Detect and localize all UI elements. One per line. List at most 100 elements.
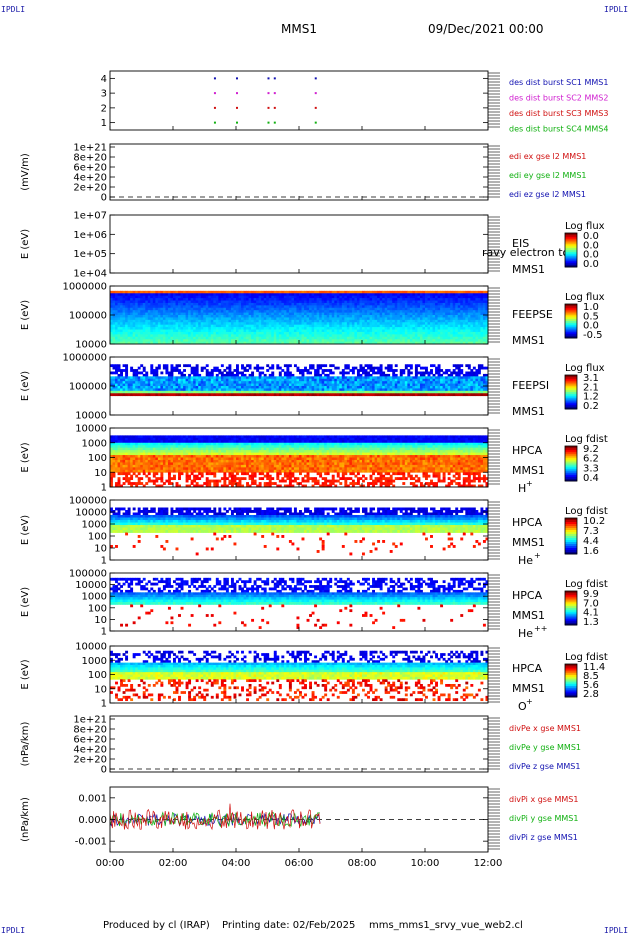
feepsi-cell [118, 388, 121, 391]
feepsi-cell [150, 391, 153, 394]
feepse-cell [173, 322, 176, 325]
feepse-cell [375, 339, 378, 342]
feepse-cell [150, 315, 153, 318]
feepsi-cell [354, 367, 357, 370]
feepse-cell [138, 308, 141, 311]
feepse-cell [269, 332, 272, 335]
feepse-cell [226, 301, 229, 304]
feepse-cell [302, 293, 305, 296]
feepse-cell [208, 308, 211, 311]
feepse-cell [153, 322, 156, 325]
feepse-cell [400, 325, 403, 328]
feepse-cell [269, 313, 272, 316]
feepse-cell [339, 313, 342, 316]
feepse-cell [324, 322, 327, 325]
feepse-cell [236, 317, 239, 320]
burst-burst-mark [214, 77, 216, 79]
feepse-cell [420, 315, 423, 318]
feepsi-cell [203, 384, 206, 387]
feepse-cell [170, 315, 173, 318]
feepsi-cell [410, 367, 413, 370]
feepse-cell [191, 298, 194, 301]
feepse-cell [140, 337, 143, 340]
feepsi-cell [133, 388, 136, 391]
feepsi-cell [186, 379, 189, 382]
feepsi-cell [115, 384, 118, 387]
feepse-cell [304, 322, 307, 325]
feepsi-cell [158, 381, 161, 384]
feepse-cell [347, 320, 350, 323]
feepse-cell [354, 325, 357, 328]
feepse-cell [115, 305, 118, 308]
feepse-cell [143, 317, 146, 320]
feepse-cell [158, 293, 161, 296]
feepsi-cell [397, 381, 400, 384]
feepse-cell [309, 296, 312, 299]
feepsi-cell [375, 386, 378, 389]
feepsi-cell [289, 388, 292, 391]
feepsi-cell [249, 393, 252, 396]
feepse-cell [354, 334, 357, 337]
feepse-cell [365, 313, 368, 316]
feepse-cell [259, 330, 262, 333]
feepse-cell [302, 337, 305, 340]
feepsi-cell [362, 369, 365, 372]
feepse-cell [397, 317, 400, 320]
feepse-cell [128, 308, 131, 311]
feepse-cell [312, 332, 315, 335]
feepse-cell [183, 291, 186, 294]
feepse-cell [163, 334, 166, 337]
feepsi-cell [228, 393, 231, 396]
feepse-cell [362, 310, 365, 313]
feepsi-cell [236, 376, 239, 379]
feepsi-cell [115, 372, 118, 375]
feepse-cell [274, 308, 277, 311]
feepsi-cell [254, 386, 257, 389]
feepsi-cell [160, 381, 163, 384]
feepse-cell [332, 334, 335, 337]
feepsi-cell [228, 364, 231, 367]
feepse-cell [417, 296, 420, 299]
feepse-cell [362, 327, 365, 330]
feepsi-cell [135, 381, 138, 384]
feepsi-cell [448, 376, 451, 379]
feepse-cell [266, 327, 269, 330]
feepse-cell [480, 332, 483, 335]
feepse-cell [115, 337, 118, 340]
feepse-cell [201, 305, 204, 308]
feepse-cell [450, 298, 453, 301]
feepse-cell [410, 330, 413, 333]
feepsi-cell [407, 384, 410, 387]
feepse-cell [163, 330, 166, 333]
feepse-cell [218, 334, 221, 337]
feepse-cell [410, 317, 413, 320]
feepse-cell [188, 296, 191, 299]
feepse-cell [206, 298, 209, 301]
feepse-cell [385, 293, 388, 296]
feepse-cell [324, 334, 327, 337]
feepse-cell [178, 322, 181, 325]
feepse-cell [264, 317, 267, 320]
feepsi-cell [251, 376, 254, 379]
feepse-cell [324, 291, 327, 294]
feepse-cell [312, 327, 315, 330]
feepsi-cell [206, 376, 209, 379]
feepse-cell [430, 293, 433, 296]
feepse-cell [370, 332, 373, 335]
feepse-cell [405, 317, 408, 320]
feepsi-cell [208, 388, 211, 391]
feepse-cell [420, 337, 423, 340]
feepse-cell [440, 293, 443, 296]
feepsi-cell [113, 388, 116, 391]
feepse-cell [324, 313, 327, 316]
feepse-cell [206, 293, 209, 296]
feepsi-cell [372, 393, 375, 396]
feepsi-cell [370, 386, 373, 389]
feepse-cell [405, 332, 408, 335]
feepsi-cell [352, 372, 355, 375]
feepse-cell [347, 339, 350, 342]
feepse-cell [450, 317, 453, 320]
feepse-cell [309, 337, 312, 340]
feepse-cell [296, 301, 299, 304]
feepsi-cell [130, 381, 133, 384]
